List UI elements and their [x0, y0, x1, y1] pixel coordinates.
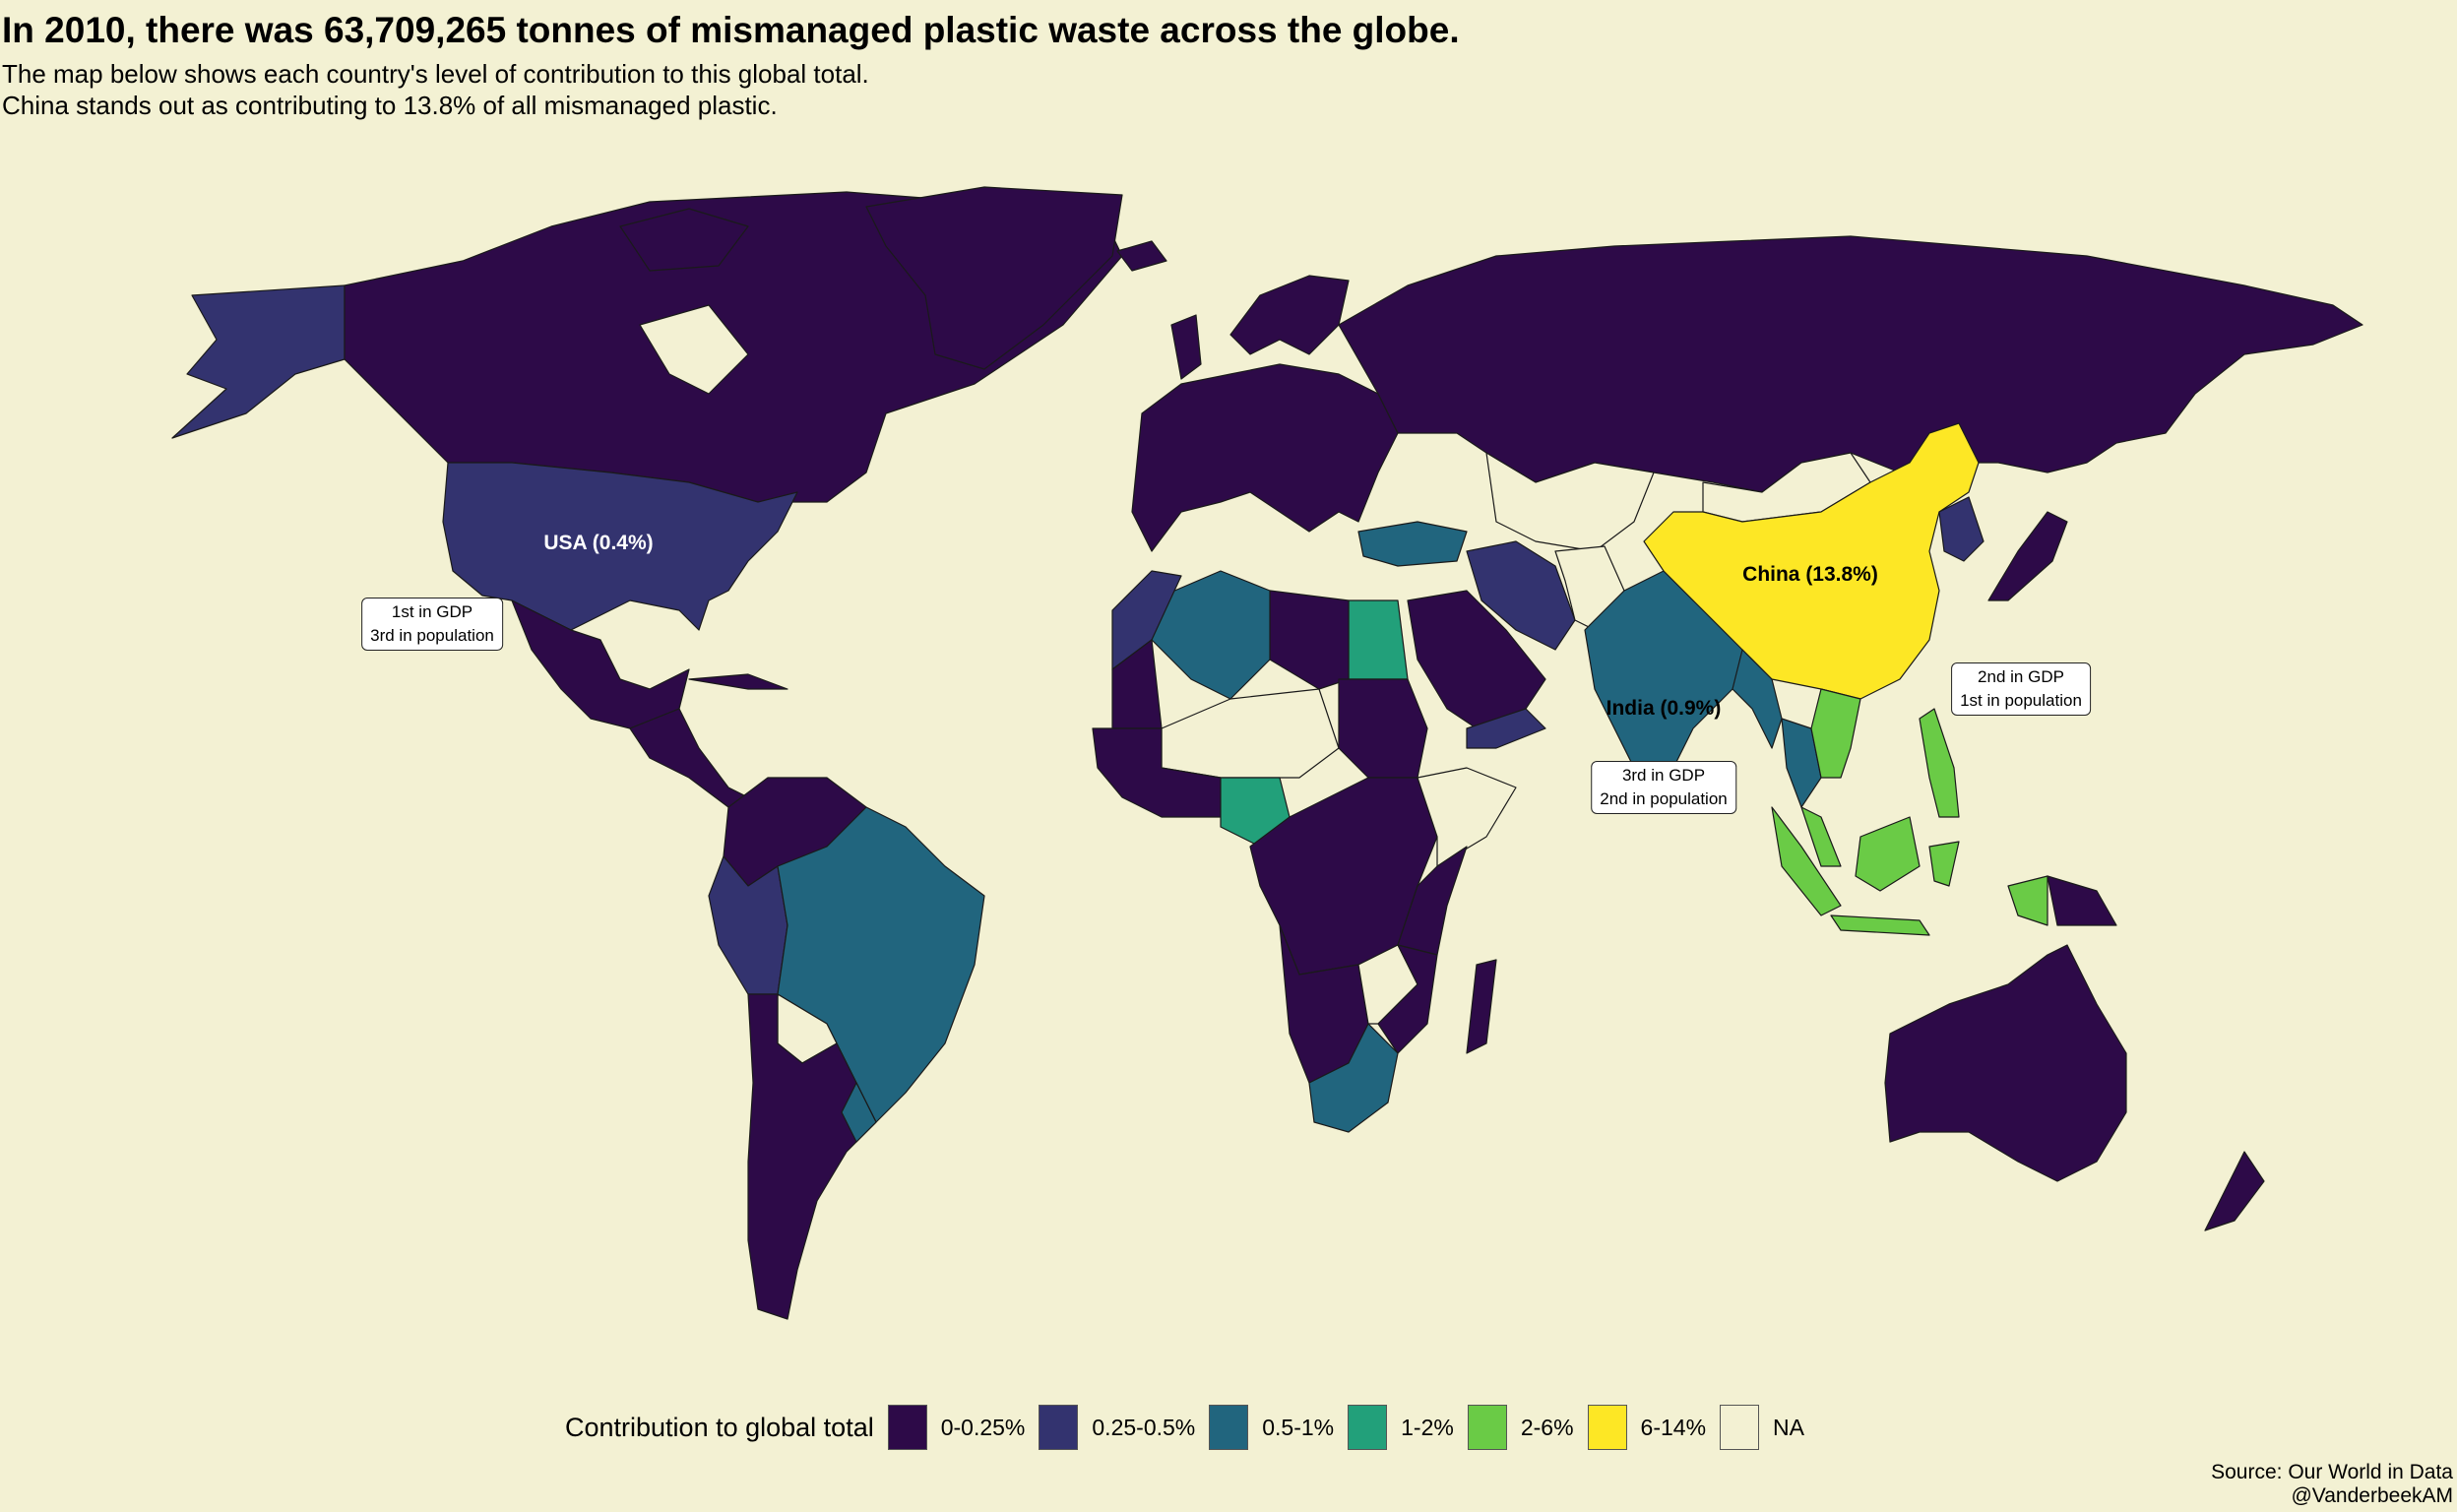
- country-iceland: [1116, 240, 1167, 272]
- legend-item: 0.5-1%: [1209, 1405, 1334, 1450]
- legend-item: 0-0.25%: [887, 1405, 1026, 1450]
- country-turkey: [1357, 521, 1468, 567]
- legend-label: 6-14%: [1640, 1414, 1707, 1440]
- legend-label: 0-0.25%: [940, 1414, 1026, 1440]
- country-png-west: [2007, 875, 2048, 926]
- country-australia: [1884, 944, 2127, 1182]
- legend-label: 0.5-1%: [1262, 1414, 1335, 1440]
- legend-swatch: [1587, 1405, 1627, 1450]
- country-yemen-oman: [1466, 708, 1546, 749]
- country-philippines: [1919, 708, 1960, 818]
- country-indonesia-sulawesi: [1928, 841, 1960, 887]
- country-sahel: [1161, 688, 1340, 779]
- legend-item: 2-6%: [1467, 1405, 1574, 1450]
- country-thailand: [1781, 718, 1822, 808]
- annotation-usa: 1st in GDP 3rd in population: [361, 598, 503, 651]
- legend-item: 6-14%: [1587, 1405, 1707, 1450]
- legend-swatch: [1467, 1405, 1507, 1450]
- annotation-india-line2: 2nd in population: [1600, 789, 1728, 808]
- author-handle: @VanderbeekAM: [2291, 1484, 2453, 1507]
- country-png: [2047, 875, 2117, 926]
- country-greenland: [865, 186, 1123, 370]
- legend-swatch: [1720, 1405, 1760, 1450]
- source-line: Source: Our World in Data: [2211, 1461, 2453, 1483]
- country-mexico: [511, 599, 690, 729]
- label-china: China (13.8%): [1742, 563, 1878, 586]
- label-usa: USA (0.4%): [543, 532, 654, 554]
- legend-title: Contribution to global total: [565, 1412, 874, 1442]
- country-cuba: [688, 673, 788, 690]
- country-morocco: [1111, 570, 1182, 670]
- legend-swatch: [1348, 1405, 1388, 1450]
- country-argentina-chile: [747, 993, 877, 1320]
- country-korea: [1938, 496, 1984, 562]
- country-central-asia: [1485, 452, 1655, 552]
- country-libya: [1269, 590, 1350, 690]
- annotation-china-line1: 2nd in GDP: [1978, 667, 2064, 686]
- legend: Contribution to global total 0-0.25% 0.2…: [565, 1403, 1818, 1452]
- subtitle-line-1: The map below shows each country's level…: [2, 59, 869, 89]
- country-algeria: [1151, 570, 1271, 700]
- annotation-china-line2: 1st in population: [1960, 691, 2082, 710]
- legend-swatch: [1039, 1405, 1079, 1450]
- country-south-africa: [1308, 1023, 1399, 1133]
- country-indonesia-java: [1830, 914, 1930, 936]
- legend-item: 1-2%: [1348, 1405, 1454, 1450]
- annotation-india-line1: 3rd in GDP: [1621, 766, 1706, 785]
- annotation-usa-line1: 1st in GDP: [391, 602, 473, 621]
- label-india: India (0.9%): [1606, 697, 1722, 720]
- legend-item: NA: [1720, 1405, 1804, 1450]
- legend-item: 0.25-0.5%: [1039, 1405, 1195, 1450]
- country-uruguay: [841, 1082, 877, 1143]
- country-vietnam: [1810, 688, 1861, 779]
- source-caption: Source: Our World in Data @VanderbeekAM: [2211, 1461, 2453, 1508]
- legend-label: 0.25-0.5%: [1092, 1414, 1196, 1440]
- legend-label: 2-6%: [1520, 1414, 1574, 1440]
- country-myanmar: [1732, 649, 1783, 749]
- country-indonesia-sumatra: [1771, 806, 1842, 916]
- legend-swatch: [887, 1405, 927, 1450]
- annotation-china: 2nd in GDP 1st in population: [1951, 662, 2091, 716]
- country-madagascar: [1466, 959, 1497, 1054]
- country-canada-islands: [619, 208, 749, 272]
- country-japan: [1987, 511, 2068, 601]
- annotation-usa-line2: 3rd in population: [370, 626, 494, 645]
- subtitle-line-2: China stands out as contributing to 13.8…: [2, 91, 778, 120]
- hudson-bay: [639, 304, 749, 395]
- country-indonesia-borneo: [1855, 816, 1921, 892]
- country-iran: [1466, 540, 1576, 651]
- legend-swatch: [1209, 1405, 1249, 1450]
- country-alaska: [171, 284, 346, 439]
- chart-title: In 2010, there was 63,709,265 tonnes of …: [2, 10, 1460, 50]
- country-scandinavia: [1229, 275, 1350, 355]
- country-malaysia: [1800, 806, 1842, 867]
- country-uk: [1170, 314, 1202, 380]
- country-usa: [442, 462, 798, 631]
- annotation-india: 3rd in GDP 2nd in population: [1591, 761, 1736, 814]
- country-egypt: [1348, 599, 1409, 680]
- country-sudan: [1338, 678, 1428, 779]
- legend-label: 1-2%: [1401, 1414, 1454, 1440]
- country-central-america: [629, 708, 749, 808]
- country-ethiopia-somalia: [1417, 767, 1517, 867]
- country-new-zealand: [2204, 1151, 2265, 1231]
- country-europe: [1131, 363, 1399, 552]
- legend-label: NA: [1773, 1414, 1804, 1440]
